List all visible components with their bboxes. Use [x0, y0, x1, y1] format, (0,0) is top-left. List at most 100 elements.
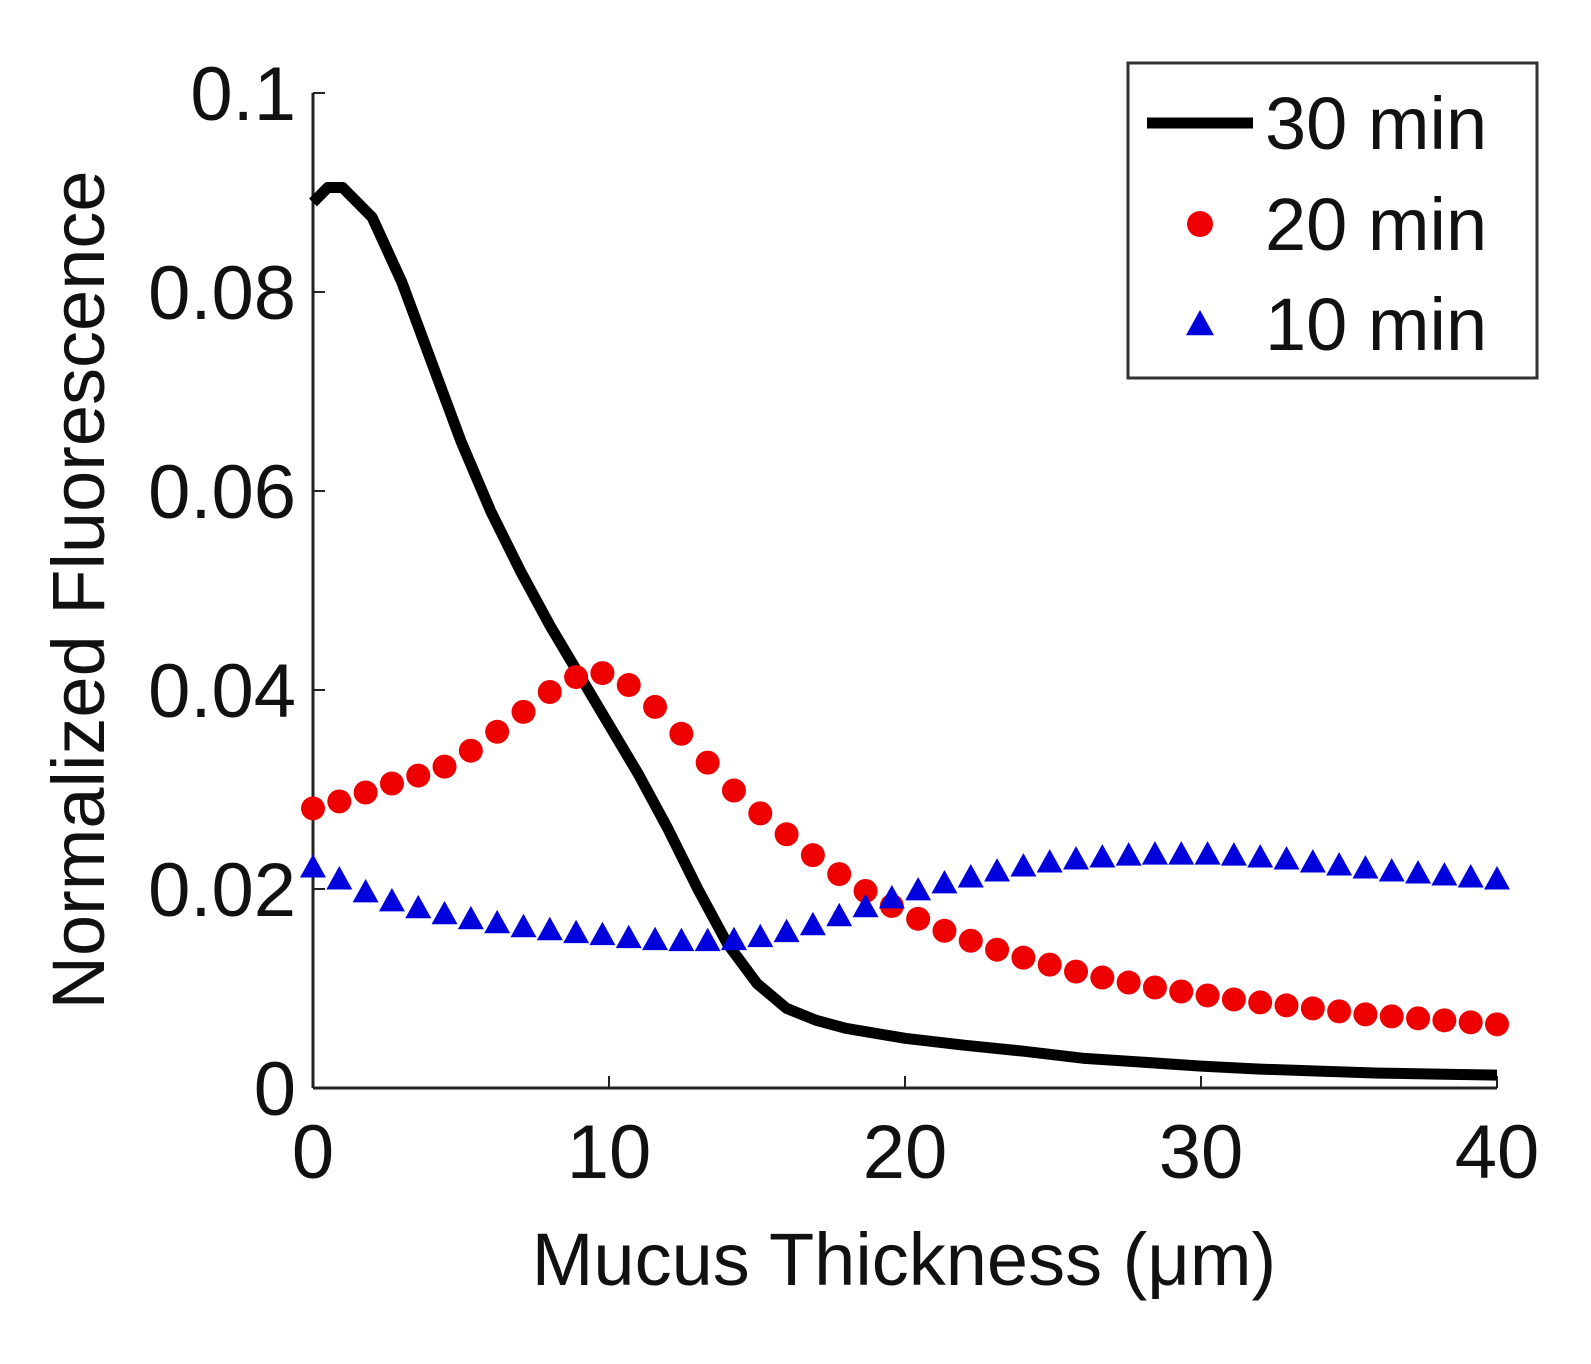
data-point	[300, 854, 326, 878]
y-tick-label: 0.04	[148, 649, 296, 734]
data-point	[695, 750, 720, 775]
data-point	[590, 661, 615, 686]
data-point	[985, 937, 1010, 962]
data-point	[1274, 993, 1299, 1018]
data-point	[378, 887, 405, 912]
data-point	[615, 924, 642, 949]
data-point	[458, 738, 483, 763]
data-point	[379, 771, 404, 796]
data-point	[1485, 1012, 1509, 1037]
data-point	[906, 906, 931, 931]
y-tick-label: 0.06	[148, 450, 296, 535]
data-point	[511, 699, 536, 724]
data-point	[774, 822, 799, 847]
data-point	[353, 780, 378, 805]
data-point	[1010, 853, 1037, 877]
series-line	[309, 182, 1498, 1081]
data-point	[643, 694, 668, 719]
data-point	[326, 866, 353, 890]
data-point	[1194, 841, 1221, 865]
data-point	[826, 902, 853, 927]
data-point	[1299, 849, 1326, 873]
data-point	[1220, 842, 1247, 866]
legend-label: 10 min	[1265, 283, 1487, 366]
data-point	[747, 923, 774, 948]
x-tick-label: 20	[863, 1110, 948, 1195]
data-point	[327, 789, 352, 814]
data-point	[1458, 1010, 1483, 1035]
series-10-min	[300, 841, 1510, 952]
data-point	[510, 913, 537, 938]
data-point	[1064, 959, 1089, 984]
legend: 30 min 20 min 10 min	[1126, 61, 1539, 380]
data-point	[669, 721, 694, 746]
data-point	[485, 719, 510, 744]
data-point	[1379, 1004, 1404, 1029]
data-point	[931, 870, 958, 894]
data-point	[1169, 979, 1194, 1004]
data-point	[1063, 846, 1090, 870]
data-point	[1141, 841, 1168, 865]
legend-label: 30 min	[1265, 82, 1487, 165]
data-point	[406, 763, 431, 788]
data-point	[721, 778, 746, 803]
data-point	[405, 894, 432, 919]
data-point	[1011, 945, 1036, 970]
data-point	[1432, 1008, 1457, 1033]
data-point	[457, 905, 484, 930]
legend-label: 20 min	[1265, 183, 1487, 266]
data-point	[800, 843, 825, 868]
data-point	[1352, 855, 1379, 879]
data-point	[432, 754, 457, 779]
data-point	[905, 876, 932, 901]
data-point	[1247, 844, 1274, 868]
data-point	[1089, 844, 1116, 868]
x-tick-label: 0	[292, 1110, 334, 1195]
y-tick-label: 0	[254, 1047, 296, 1132]
data-point	[1326, 852, 1353, 876]
x-axis-label: Mucus Thickness (μm)	[532, 1218, 1276, 1301]
data-point	[589, 921, 616, 946]
data-point	[799, 911, 826, 936]
data-point	[1142, 975, 1167, 1000]
x-tick-label: 40	[1455, 1110, 1540, 1195]
data-point	[1195, 983, 1220, 1008]
data-point	[1168, 841, 1195, 865]
data-point	[1036, 849, 1063, 873]
y-tick-label: 0.02	[148, 848, 296, 933]
data-point	[720, 926, 747, 951]
y-axis-label: Normalized Fluorescence	[37, 170, 120, 1009]
data-point	[958, 928, 983, 953]
data-point	[1221, 987, 1246, 1012]
tick-labels: 0 10 20 30 40 0 0.02 0.04 0.06 0.08 0.1	[148, 52, 1539, 1195]
data-point	[827, 862, 852, 887]
series-30-min	[309, 182, 1498, 1081]
data-point	[1115, 842, 1142, 866]
x-tick-label: 10	[567, 1110, 652, 1195]
data-point	[536, 916, 563, 941]
data-point	[563, 919, 590, 944]
data-point	[537, 679, 562, 704]
data-point	[1353, 1002, 1378, 1027]
data-point	[1248, 990, 1273, 1015]
data-point	[1300, 996, 1325, 1021]
y-tick-label: 0.1	[190, 52, 296, 137]
data-point	[773, 918, 800, 943]
data-point	[932, 918, 957, 943]
data-point	[853, 878, 878, 903]
axes	[311, 92, 1498, 1090]
y-tick-label: 0.08	[148, 251, 296, 336]
data-point	[1484, 866, 1510, 890]
data-point	[852, 893, 879, 918]
data-point	[616, 673, 641, 698]
data-point	[1090, 965, 1115, 990]
legend-marker	[1186, 310, 1214, 336]
data-point	[301, 796, 325, 821]
data-point	[957, 864, 984, 888]
data-point	[694, 927, 721, 952]
data-point	[431, 900, 458, 925]
x-tick-label: 30	[1159, 1110, 1244, 1195]
data-point	[1327, 999, 1352, 1024]
data-point	[668, 927, 695, 952]
data-point	[1406, 1006, 1431, 1031]
